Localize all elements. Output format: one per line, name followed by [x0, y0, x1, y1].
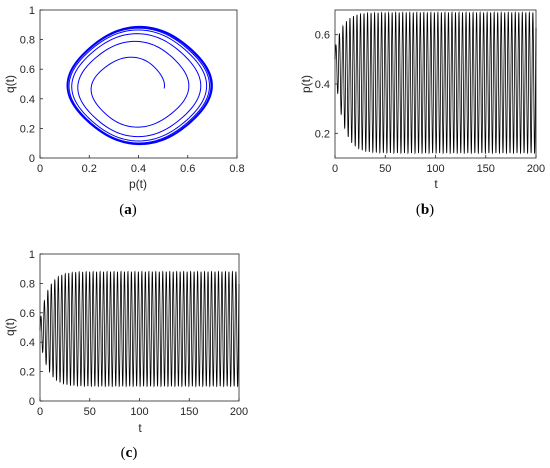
y-tick-label: 0.8 [20, 278, 35, 290]
panel-label-b: (b) [416, 202, 434, 218]
panel-label-c-letter: c [126, 445, 133, 461]
x-tick-label: 150 [477, 163, 495, 175]
ticks-layer-b: 0 50 100 150 200 0.2 0.4 0.6 [315, 30, 545, 175]
y-tick-label: 0.8 [20, 35, 35, 47]
y-tick-label: 0.2 [20, 123, 35, 135]
x-tick-label: 0 [332, 163, 338, 175]
x-tick-label: 200 [230, 406, 248, 418]
plot-area-a [39, 9, 238, 159]
xlabel-b: t [434, 177, 438, 191]
series-layer-c [39, 270, 240, 388]
panel-label-a: (a) [119, 202, 137, 218]
chart-b: 0 50 100 150 200 0.2 0.4 0.6 t p(t) (b) [299, 9, 545, 218]
xlabel-c: t [138, 421, 142, 435]
x-tick-label: 100 [426, 163, 444, 175]
x-tick-label: 100 [130, 406, 148, 418]
x-tick-label: 0.2 [82, 163, 97, 175]
y-tick-label: 1 [29, 249, 35, 261]
series-line [66, 25, 213, 146]
series-line [334, 11, 537, 155]
panel-label-b-letter: b [421, 202, 429, 218]
y-tick-label: 0.4 [20, 94, 35, 106]
xlabel-a: p(t) [129, 177, 147, 191]
x-tick-label: 150 [180, 406, 198, 418]
y-tick-label: 0.6 [20, 64, 35, 76]
y-tick-label: 0.2 [315, 128, 330, 140]
series-layer-b [334, 11, 537, 155]
ticks-layer-c: 0 50 100 150 200 0 0.2 0.4 0.6 0.8 1 [20, 249, 248, 418]
x-tick-label: 0 [37, 163, 43, 175]
y-tick-label: 0.2 [20, 367, 35, 379]
x-tick-label: 50 [379, 163, 391, 175]
y-tick-label: 0.4 [315, 79, 330, 91]
y-tick-label: 0.6 [20, 308, 35, 320]
x-tick-label: 0.8 [229, 163, 244, 175]
series-line [39, 270, 240, 388]
y-tick-label: 1 [29, 5, 35, 17]
panel-label-c: (c) [121, 445, 138, 461]
chart-a: 0 0.2 0.4 0.6 0.8 0 0.2 0.4 0.6 0.8 1 p(t) q(t) (a… [3, 5, 245, 218]
ylabel-b: p(t) [299, 75, 313, 93]
x-tick-label: 0 [37, 406, 43, 418]
ticks-layer-a: 0 0.2 0.4 0.6 0.8 0 0.2 0.4 0.6 0.8 1 [20, 5, 245, 175]
x-tick-label: 0.4 [131, 163, 146, 175]
x-tick-label: 0.6 [180, 163, 195, 175]
series-layer-a [66, 25, 213, 146]
ylabel-a: q(t) [3, 75, 17, 93]
y-tick-label: 0 [29, 153, 35, 165]
y-tick-label: 0.4 [20, 337, 35, 349]
y-tick-label: 0 [29, 396, 35, 408]
ylabel-c: q(t) [3, 318, 17, 336]
x-tick-label: 200 [527, 163, 545, 175]
chart-c: 0 50 100 150 200 0 0.2 0.4 0.6 0.8 1 t q(t) (c) [3, 249, 248, 461]
y-tick-label: 0.6 [315, 30, 330, 42]
x-tick-label: 50 [84, 406, 96, 418]
panel-label-a-letter: a [124, 202, 132, 218]
